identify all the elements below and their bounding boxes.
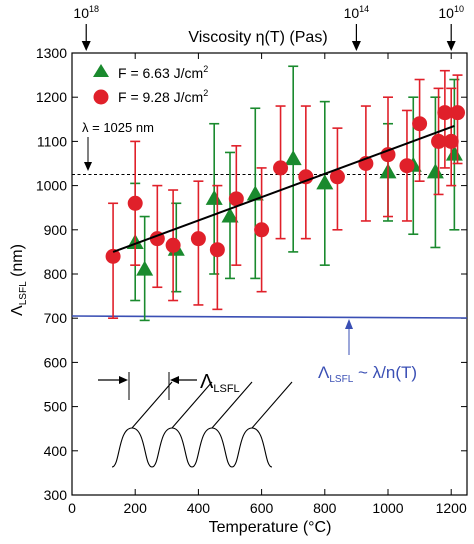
viscosity-arrow-head	[81, 41, 91, 51]
data-point-circle	[329, 169, 345, 185]
y-tick-label: 900	[44, 222, 68, 238]
data-marks	[105, 65, 466, 322]
data-point-triangle	[426, 163, 444, 179]
data-point-triangle	[221, 207, 239, 223]
data-point-circle	[209, 242, 225, 258]
x-tick-label: 200	[124, 500, 148, 516]
data-point-circle	[399, 158, 415, 174]
data-point-circle	[165, 237, 181, 253]
y-tick-label: 1000	[36, 178, 67, 194]
viscosity-axis-title: Viscosity η(T) (Pas)	[188, 29, 327, 46]
y-tick-label: 500	[44, 399, 68, 415]
data-point-circle	[437, 105, 453, 121]
viscosity-label: 1014	[344, 4, 370, 21]
x-axis-title: Temperature (°C)	[209, 519, 332, 536]
model-label: ΛLSFL ~ λ/n(T)	[318, 363, 417, 385]
viscosity-arrow-head	[446, 41, 456, 51]
data-point-triangle	[246, 185, 264, 201]
period-arrow-right-head	[170, 376, 179, 384]
x-tick-label: 800	[313, 500, 337, 516]
y-tick-label: 1200	[36, 89, 67, 105]
viscosity-header: Viscosity η(T) (Pas) 1018 1014 1010	[73, 4, 464, 51]
viscosity-label: 1010	[438, 4, 464, 21]
legend-label-series-1: F = 6.63 J/cm2	[118, 64, 208, 81]
y-axis-ticks: 300 400 500 600 700 800 900 1000 1100 1200 1300	[36, 45, 467, 503]
legend-label-series-2: F = 9.28 J/cm2	[118, 88, 208, 105]
data-point-triangle	[205, 189, 223, 205]
svg-text:ΛLSFL (nm): ΛLSFL (nm)	[9, 244, 29, 316]
period-label: ΛLSFL	[200, 371, 240, 395]
y-tick-label: 600	[44, 354, 68, 370]
data-point-circle	[450, 105, 466, 121]
data-point-circle	[431, 133, 447, 149]
y-axis-title-sub: LSFL	[18, 281, 29, 305]
data-point-circle	[412, 116, 428, 132]
model-annotation: ΛLSFL ~ λ/n(T)	[318, 319, 417, 385]
data-point-triangle	[445, 145, 463, 161]
y-tick-label: 800	[44, 266, 68, 282]
data-point-triangle	[284, 150, 302, 166]
viscosity-markers: 1018 1014 1010	[73, 4, 464, 51]
data-point-circle	[273, 160, 289, 176]
y-axis-title-unit: (nm)	[9, 244, 26, 281]
data-point-circle	[127, 195, 143, 211]
data-point-circle	[298, 169, 314, 185]
y-tick-label: 300	[44, 487, 68, 503]
ripple-slant-line	[131, 381, 173, 429]
ripple-slant-line	[171, 381, 213, 429]
viscosity-label: 1018	[73, 4, 99, 21]
data-point-circle	[254, 222, 270, 238]
data-point-circle	[443, 133, 459, 149]
legend-circle-marker	[93, 89, 109, 105]
y-axis-title-main: Λ	[9, 305, 26, 316]
period-arrow-left-head	[119, 376, 128, 384]
x-tick-label: 1000	[372, 500, 403, 516]
model-arrow-head	[345, 319, 353, 329]
model-line	[71, 315, 468, 319]
wavelength-label: λ = 1025 nm	[82, 120, 154, 135]
ripple-curve	[111, 427, 273, 468]
y-tick-label: 700	[44, 310, 68, 326]
ripple-slant-lines	[131, 381, 293, 429]
series-2	[105, 69, 466, 320]
y-tick-label: 400	[44, 443, 68, 459]
legend: F = 6.63 J/cm2 F = 9.28 J/cm2	[93, 64, 208, 105]
ripple-inset: ΛLSFL	[98, 371, 293, 468]
x-tick-label: 0	[68, 500, 76, 516]
viscosity-arrow-head	[351, 41, 361, 51]
wavelength-arrow-head	[84, 162, 92, 171]
y-axis-title: ΛLSFL (nm)	[9, 244, 29, 316]
x-tick-label: 400	[187, 500, 211, 516]
x-tick-label: 1200	[436, 500, 467, 516]
legend-triangle-marker	[93, 64, 109, 77]
data-point-triangle	[316, 174, 334, 190]
y-tick-label: 1100	[37, 133, 67, 149]
data-point-triangle	[136, 260, 154, 276]
wavelength-annotation: λ = 1025 nm	[82, 120, 154, 171]
data-point-circle	[190, 231, 206, 247]
ripple-slant-line	[211, 381, 253, 429]
reference-lines	[71, 174, 468, 319]
x-tick-label: 600	[250, 500, 274, 516]
linear-fit-line	[112, 124, 455, 253]
x-axis-ticks: 0 200 400 600 800 1000 1200	[68, 53, 467, 516]
ripple-slant-line	[251, 381, 293, 429]
data-point-circle	[105, 248, 121, 264]
data-point-circle	[228, 191, 244, 207]
y-tick-label: 1300	[36, 45, 67, 61]
